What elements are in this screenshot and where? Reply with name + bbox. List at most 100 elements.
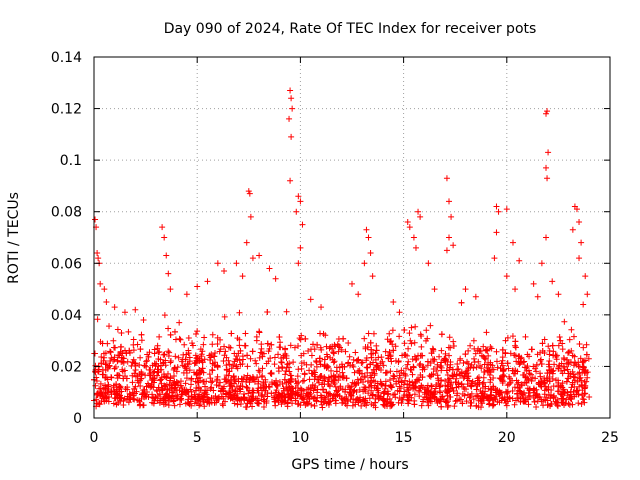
data-point <box>415 208 422 215</box>
data-point <box>530 363 537 370</box>
data-point <box>394 387 401 394</box>
data-point <box>106 362 113 369</box>
data-point <box>512 344 519 351</box>
data-point <box>482 383 489 390</box>
data-point <box>572 359 579 366</box>
data-point <box>350 388 357 395</box>
data-point <box>576 369 583 376</box>
data-point <box>238 375 245 382</box>
data-point <box>455 365 462 372</box>
data-point <box>343 375 350 382</box>
data-point <box>446 234 453 241</box>
data-point <box>178 395 185 402</box>
data-point <box>313 359 320 366</box>
data-point <box>308 401 315 408</box>
data-point <box>446 375 453 382</box>
data-point <box>543 234 550 241</box>
data-point <box>302 335 309 342</box>
data-point <box>424 358 431 365</box>
data-point <box>534 293 541 300</box>
data-point <box>169 389 176 396</box>
data-point <box>559 346 566 353</box>
data-point <box>438 347 445 354</box>
data-point <box>478 352 485 359</box>
data-point <box>547 367 554 374</box>
data-point <box>271 361 278 368</box>
data-point <box>453 392 460 399</box>
data-point <box>331 380 338 387</box>
data-point <box>160 351 167 358</box>
data-point <box>474 375 481 382</box>
data-point <box>363 226 370 233</box>
y-tick-label: 0.1 <box>60 153 82 169</box>
data-point <box>120 355 127 362</box>
data-point <box>557 337 564 344</box>
data-point <box>281 376 288 383</box>
data-point <box>533 361 540 368</box>
data-point <box>114 394 121 401</box>
data-point <box>537 357 544 364</box>
data-point <box>279 381 286 388</box>
data-point <box>397 385 404 392</box>
data-point <box>287 372 294 379</box>
data-point <box>209 341 216 348</box>
data-point <box>496 375 503 382</box>
data-point <box>462 351 469 358</box>
data-point <box>137 375 144 382</box>
data-point <box>512 286 519 293</box>
data-point <box>160 371 167 378</box>
data-point <box>586 393 593 400</box>
data-point <box>268 370 275 377</box>
data-point <box>425 260 432 267</box>
data-point <box>404 387 411 394</box>
data-point <box>509 239 516 246</box>
data-point <box>116 384 123 391</box>
data-point <box>104 389 111 396</box>
data-point <box>450 387 457 394</box>
data-point <box>503 206 510 213</box>
data-point <box>94 249 101 256</box>
data-point <box>430 365 437 372</box>
data-point <box>103 395 110 402</box>
data-point <box>280 387 287 394</box>
data-point <box>118 359 125 366</box>
data-point <box>194 283 201 290</box>
data-point <box>438 331 445 338</box>
data-point <box>206 371 213 378</box>
data-point <box>284 361 291 368</box>
data-point <box>102 350 109 357</box>
data-point <box>401 340 408 347</box>
data-point <box>140 317 147 324</box>
data-point <box>194 370 201 377</box>
data-point <box>392 357 399 364</box>
data-point <box>203 378 210 385</box>
data-point <box>543 375 550 382</box>
data-point <box>308 385 315 392</box>
data-point <box>199 348 206 355</box>
data-point <box>373 366 380 373</box>
data-point <box>271 394 278 401</box>
data-point <box>314 341 321 348</box>
data-point <box>355 399 362 406</box>
data-point <box>255 390 262 397</box>
data-point <box>245 390 252 397</box>
data-point <box>545 343 552 350</box>
data-point <box>295 193 302 200</box>
data-point <box>298 360 305 367</box>
data-point <box>113 381 120 388</box>
data-point <box>402 377 409 384</box>
data-point <box>190 369 197 376</box>
data-point <box>367 249 374 256</box>
data-point <box>477 362 484 369</box>
data-point <box>438 359 445 366</box>
data-point <box>556 334 563 341</box>
data-point <box>452 379 459 386</box>
data-point <box>525 396 532 403</box>
data-point <box>565 359 572 366</box>
data-point <box>185 361 192 368</box>
data-point <box>412 378 419 385</box>
data-point <box>477 404 484 411</box>
data-point <box>438 403 445 410</box>
data-point <box>196 395 203 402</box>
data-point <box>381 388 388 395</box>
